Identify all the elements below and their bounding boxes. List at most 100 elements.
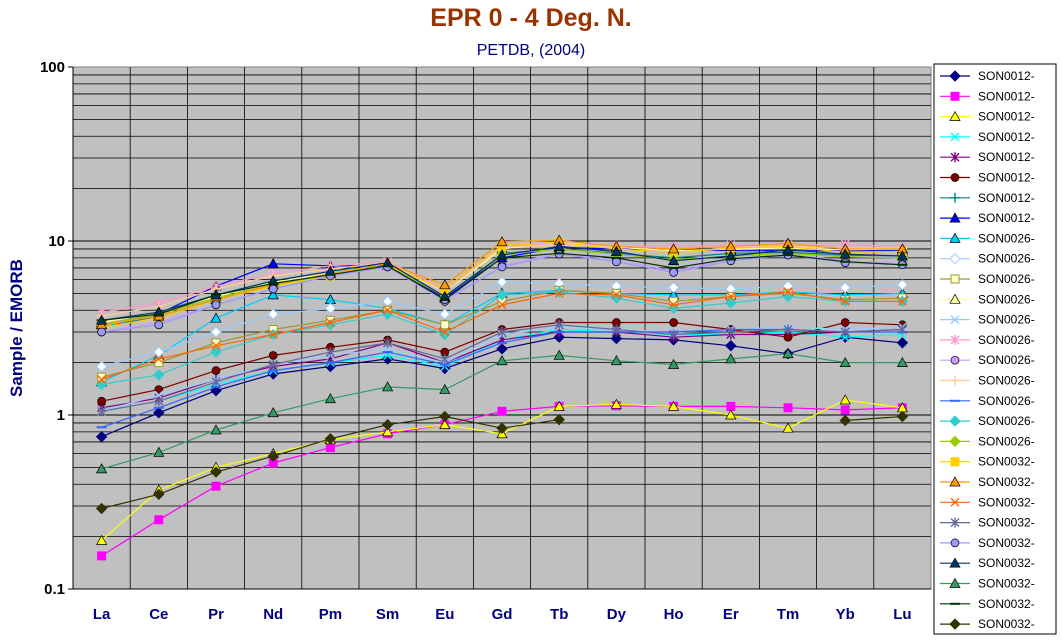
legend-label: SON0032- <box>978 577 1035 591</box>
legend-marker <box>949 110 961 121</box>
legend-entry: SON0032- <box>940 536 1035 550</box>
legend-marker <box>950 192 960 203</box>
data-point <box>610 355 622 366</box>
x-tick-label: Tm <box>777 606 800 623</box>
legend-marker <box>949 476 961 487</box>
data-point <box>496 422 508 434</box>
series-group <box>97 319 907 417</box>
legend-marker <box>949 70 961 82</box>
data-point <box>896 356 908 367</box>
data-point <box>383 305 393 315</box>
legend-label: SON0026- <box>978 353 1035 367</box>
data-point <box>554 288 564 298</box>
data-point <box>95 360 108 373</box>
data-point <box>611 290 621 300</box>
legend-marker <box>949 435 961 448</box>
data-point <box>325 443 335 453</box>
data-point <box>324 433 337 445</box>
legend-entry: SON0026- <box>940 231 1035 245</box>
legend-entry: SON0012- <box>940 191 1035 205</box>
data-point <box>554 319 564 330</box>
legend-entry: SON0026- <box>940 272 1035 286</box>
data-point <box>383 337 393 348</box>
legend-label: SON0032- <box>978 556 1035 570</box>
legend-marker <box>950 91 960 101</box>
chart-title: EPR 0 - 4 Deg. N. <box>430 4 632 32</box>
data-point <box>153 446 165 457</box>
data-point <box>97 406 107 417</box>
data-point <box>839 414 851 427</box>
data-point <box>553 240 565 251</box>
data-point <box>439 418 451 430</box>
x-tick-label: Tb <box>550 606 568 623</box>
data-point <box>267 450 279 462</box>
legend-marker <box>950 334 960 345</box>
legend-label: SON0012- <box>978 89 1035 103</box>
data-point <box>325 347 335 358</box>
data-point <box>611 324 621 335</box>
x-tick-label: Pm <box>319 606 342 623</box>
data-point <box>496 343 508 355</box>
data-point <box>667 281 680 294</box>
legend-label: SON0032- <box>978 475 1035 489</box>
data-point <box>382 426 394 437</box>
data-point <box>553 400 565 411</box>
legend-label: SON0012- <box>978 191 1035 205</box>
data-point <box>210 346 222 358</box>
data-point <box>211 481 221 491</box>
legend-entry: SON0012- <box>940 150 1035 164</box>
data-point <box>669 268 678 277</box>
data-point <box>439 279 451 290</box>
legend-label: SON0026- <box>978 414 1035 428</box>
legend-label: SON0032- <box>978 516 1035 530</box>
data-point <box>897 296 907 306</box>
legend-entries: SON0012- SON0012- SON0012- SON0012- SON0012-… <box>940 69 1035 631</box>
legend-entry: SON0026- <box>940 434 1035 448</box>
data-point <box>610 398 622 409</box>
legend-label: SON0032- <box>978 495 1035 509</box>
legend-marker <box>949 577 961 588</box>
data-point <box>725 297 737 309</box>
data-point <box>95 431 108 443</box>
data-point <box>610 245 622 256</box>
data-point <box>154 385 164 394</box>
y-tick-label: 0.1 <box>44 581 65 598</box>
legend-marker <box>950 152 960 163</box>
x-tick-label: Pr <box>208 606 224 623</box>
legend-marker <box>950 355 960 365</box>
x-tick-label: Er <box>723 606 739 623</box>
legend-marker <box>949 232 961 243</box>
legend-label: SON0026- <box>978 272 1035 286</box>
legend-marker <box>950 132 960 142</box>
data-point <box>210 466 222 478</box>
x-tick-label: Ho <box>664 606 684 623</box>
x-axis-ticks: La Ce Pr Nd Pm Sm Eu Gd Tb Dy Ho Er Tm Yb Lu <box>93 606 912 623</box>
legend-label: SON0012- <box>978 110 1035 124</box>
data-point <box>725 340 737 352</box>
legend-marker <box>950 375 960 386</box>
data-point <box>840 318 850 327</box>
data-point <box>267 407 279 418</box>
legend-marker <box>949 293 961 304</box>
chart-subtitle: PETDB, (2004) <box>476 42 586 59</box>
x-tick-label: Gd <box>492 606 513 623</box>
data-point <box>267 289 279 300</box>
data-point <box>782 422 794 433</box>
data-point <box>439 328 451 341</box>
data-point <box>497 326 507 337</box>
series-layer <box>95 234 909 561</box>
data-point <box>96 534 108 545</box>
data-point <box>496 289 508 301</box>
legend-entry: SON0032- <box>940 475 1035 489</box>
legend-marker <box>949 415 961 427</box>
legend-label: SON0026- <box>978 231 1035 245</box>
data-point <box>896 250 908 261</box>
legend-entry: SON0026- <box>940 292 1035 306</box>
data-point <box>669 329 679 340</box>
data-point <box>154 515 164 525</box>
legend-label: SON0012- <box>978 69 1035 83</box>
legend-entry: SON0012- <box>940 211 1035 225</box>
data-point <box>497 262 507 272</box>
legend-entry: SON0032- <box>940 495 1035 509</box>
legend-label: SON0026- <box>978 252 1035 266</box>
